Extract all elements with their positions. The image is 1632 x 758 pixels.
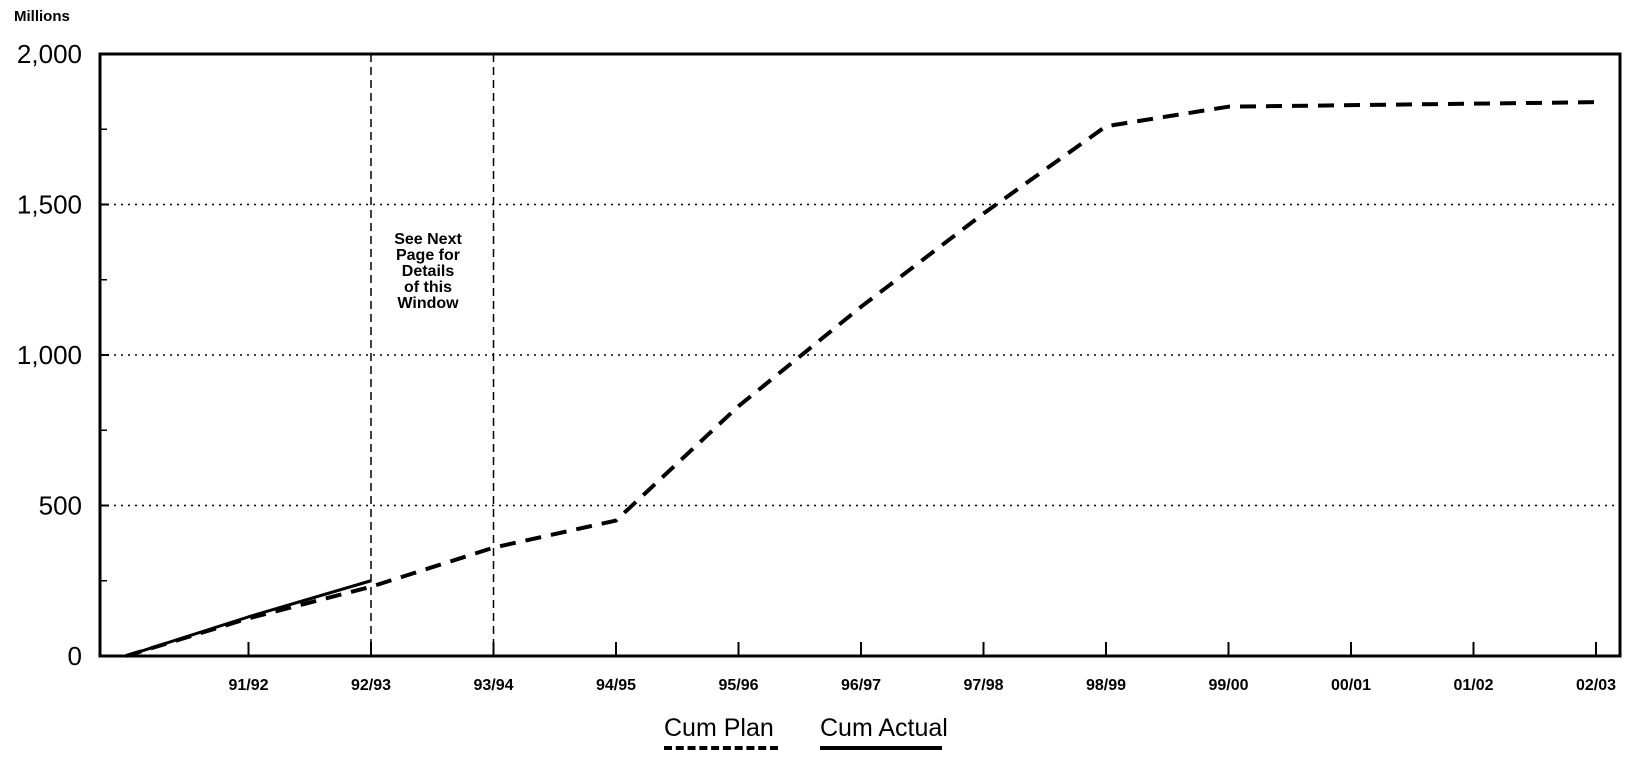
series-lines [125,100,1597,658]
y-tick-label: 1,500 [17,190,82,220]
x-tick-label: 02/03 [1576,677,1616,694]
window-annotation: See Next Page for Details of this Window [360,232,496,312]
x-tick-label: 91/92 [228,677,268,694]
detail-window-lines [370,54,495,656]
x-tick-label: 96/97 [841,677,881,694]
x-tick-label: 01/02 [1453,677,1493,694]
series-line-cum-plan [125,100,1597,658]
y-tick-label: 1,000 [17,340,82,370]
legend-swatch-dashed [664,746,778,750]
legend-label: Cum Plan [664,714,774,742]
gridlines [100,203,1620,507]
x-tick-label: 97/98 [963,677,1003,694]
x-tick-label: 95/96 [718,677,758,694]
y-tick-label: 0 [68,641,82,671]
y-tick-label: 2,000 [17,39,82,69]
y-axis-unit-label: Millions [14,8,70,25]
legend-item-cum-plan: Cum Plan [664,714,778,750]
annotation-line: of this [404,279,452,296]
y-axis: 0 500 1,000 1,500 2,000 [17,39,109,671]
x-axis: 91/92 92/93 93/94 94/95 95/96 96/97 97/98 98/99… [228,642,1616,694]
x-tick-label: 92/93 [351,677,391,694]
annotation-line: Page for [395,247,460,264]
series-line-cum-actual [125,579,372,658]
annotation-line: Details [401,263,455,280]
annotation-line: See Next [394,231,462,248]
legend: Cum Plan Cum Actual [0,714,1632,758]
legend-label: Cum Actual [820,714,948,742]
x-tick-label: 98/99 [1086,677,1126,694]
legend-swatch-solid [820,746,942,750]
annotation-line: Window [397,295,459,312]
legend-item-cum-actual: Cum Actual [820,714,948,750]
x-tick-label: 93/94 [473,677,513,694]
plot-frame [98,52,1622,658]
x-tick-label: 94/95 [596,677,636,694]
x-tick-label: 99/00 [1208,677,1248,694]
x-tick-label: 00/01 [1331,677,1371,694]
y-tick-label: 500 [39,491,82,521]
